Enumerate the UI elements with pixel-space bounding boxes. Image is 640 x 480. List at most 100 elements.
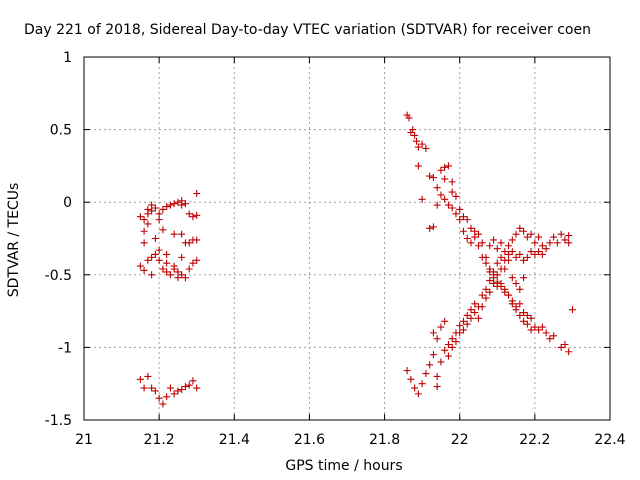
- data-point-series-6: [490, 268, 498, 276]
- data-point-series-4: [452, 192, 460, 200]
- data-point-series-6: [520, 227, 528, 235]
- data-point-series-7: [493, 271, 501, 279]
- data-point-series-7: [478, 303, 486, 311]
- data-point-series-2: [163, 259, 171, 267]
- data-point-series-7: [512, 280, 520, 288]
- data-point-series-6: [471, 300, 479, 308]
- chart-title: Day 221 of 2018, Sidereal Day-to-day VTE…: [24, 22, 591, 38]
- data-point-series-4: [520, 309, 528, 317]
- data-point-series-7: [490, 280, 498, 288]
- data-point-series-5: [497, 282, 505, 290]
- data-point-series-5: [467, 239, 475, 247]
- data-point-series-6: [482, 285, 490, 293]
- data-point-series-4: [568, 306, 576, 314]
- data-point-series-3: [159, 400, 167, 408]
- data-point-series-7: [531, 250, 539, 258]
- data-point-series-1: [140, 216, 148, 224]
- data-point-series-6: [426, 361, 434, 369]
- data-point-series-4: [542, 329, 550, 337]
- data-point-series-5: [501, 288, 509, 296]
- data-point-series-7: [493, 245, 501, 253]
- data-point-series-3: [166, 384, 174, 392]
- y-axis-label: SDTVAR / TECUs: [6, 183, 22, 298]
- data-point-series-7: [490, 236, 498, 244]
- data-point-series-5: [493, 278, 501, 286]
- data-point-series-4: [441, 163, 449, 171]
- data-point-series-6: [561, 236, 569, 244]
- data-point-series-7: [467, 314, 475, 322]
- data-point-series-5: [478, 253, 486, 261]
- data-point-series-1: [155, 216, 163, 224]
- data-point-series-4: [523, 311, 531, 319]
- data-point-series-3: [174, 387, 182, 395]
- data-point-series-1: [193, 211, 201, 219]
- data-point-series-6: [467, 306, 475, 314]
- data-point-series-7: [520, 256, 528, 264]
- data-point-series-4: [459, 213, 467, 221]
- data-point-series-5: [437, 191, 445, 199]
- data-point-series-6: [433, 372, 441, 380]
- data-point-series-2: [151, 250, 159, 258]
- data-point-series-7: [437, 323, 445, 331]
- data-point-series-2: [174, 268, 182, 276]
- data-point-series-6: [437, 358, 445, 366]
- data-point-series-6: [516, 224, 524, 232]
- data-point-series-4: [546, 335, 554, 343]
- data-point-series-2: [170, 262, 178, 270]
- data-point-series-5: [441, 195, 449, 203]
- data-point-series-4: [414, 143, 422, 151]
- data-point-series-5: [456, 216, 464, 224]
- data-point-series-2: [178, 253, 186, 261]
- data-point-series-2: [144, 256, 152, 264]
- data-point-series-6: [441, 346, 449, 354]
- data-point-series-6: [565, 232, 573, 240]
- data-point-series-4: [565, 348, 573, 356]
- data-point-series-6: [486, 277, 494, 285]
- data-point-series-6: [478, 291, 486, 299]
- data-point-series-6: [565, 239, 573, 247]
- data-point-series-7: [459, 326, 467, 334]
- data-point-series-3: [151, 387, 159, 395]
- data-point-series-6: [531, 239, 539, 247]
- y-tick-label: 1: [63, 50, 72, 66]
- data-point-series-6: [493, 259, 501, 267]
- data-point-series-7: [452, 338, 460, 346]
- data-point-series-5: [418, 195, 426, 203]
- data-point-series-1: [166, 201, 174, 209]
- data-point-series-4: [527, 314, 535, 322]
- data-point-series-4: [561, 340, 569, 348]
- x-tick-label: 21.2: [144, 432, 175, 448]
- data-point-series-2: [148, 271, 156, 279]
- data-point-series-1: [151, 235, 159, 242]
- data-point-series-7: [538, 250, 546, 258]
- data-point-series-7: [520, 274, 528, 282]
- data-point-series-7: [475, 314, 482, 322]
- data-point-series-4: [414, 162, 422, 170]
- data-point-series-4: [448, 188, 456, 196]
- data-point-series-5: [516, 311, 524, 319]
- data-point-series-1: [148, 207, 156, 215]
- data-point-series-3: [136, 375, 144, 383]
- data-point-series-7: [482, 294, 490, 302]
- data-point-series-6: [535, 233, 543, 241]
- data-point-series-6: [512, 230, 520, 238]
- data-point-series-6: [527, 230, 535, 238]
- data-point-series-1: [159, 226, 167, 234]
- data-point-series-4: [463, 216, 471, 224]
- data-point-series-1: [151, 204, 159, 212]
- data-point-series-7: [508, 248, 516, 256]
- data-point-series-3: [181, 383, 189, 391]
- data-point-series-4: [418, 140, 426, 148]
- x-tick-label: 22.4: [594, 432, 625, 448]
- data-point-series-4: [444, 162, 452, 170]
- data-point-series-5: [426, 224, 434, 232]
- data-point-series-4: [516, 300, 524, 308]
- data-point-series-4: [531, 323, 539, 331]
- data-point-series-7: [486, 288, 494, 296]
- x-axis-ticks: 21 21.2 21.4 21.6 21.8 22 22.2 22.4: [75, 57, 626, 448]
- data-point-series-7: [516, 250, 524, 258]
- data-point-series-7: [508, 274, 516, 282]
- data-point-series-4: [557, 343, 565, 351]
- x-tick-label: 21.6: [294, 432, 325, 448]
- data-point-series-1: [163, 203, 171, 211]
